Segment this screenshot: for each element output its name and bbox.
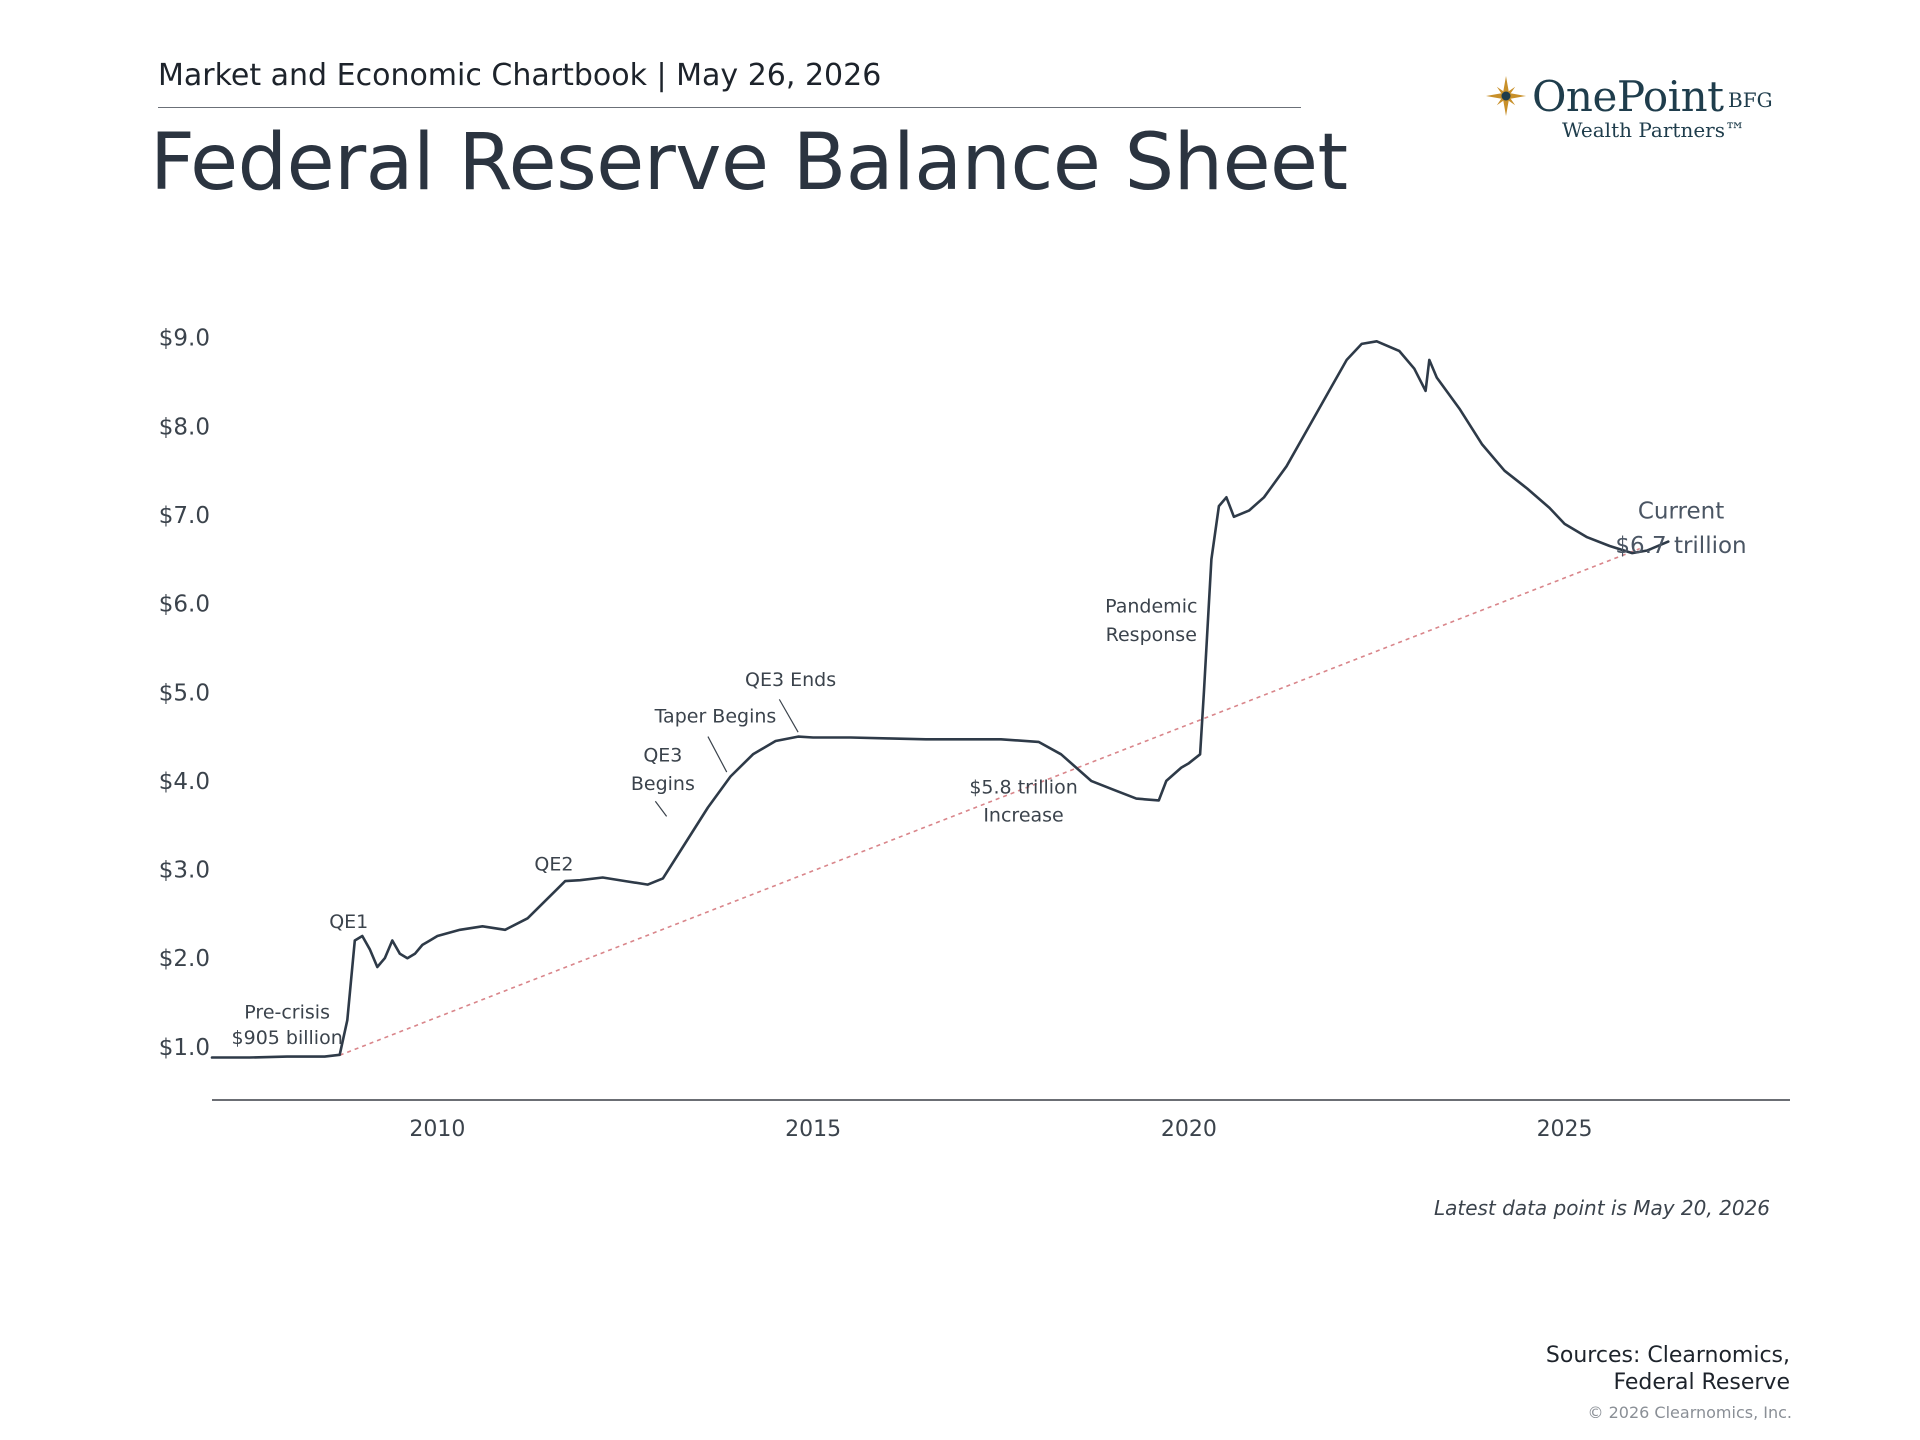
taper-begins-leader: [707, 736, 728, 773]
annotation-label: Pre-crisis: [244, 1001, 330, 1023]
annotation-label: Response: [1106, 624, 1197, 646]
logo-tagline: Wealth Partners™: [1562, 118, 1745, 142]
y-tick-label: $5.0: [159, 680, 210, 706]
y-tick-label: $1.0: [159, 1035, 210, 1061]
annotation-label: Taper Begins: [654, 705, 777, 727]
chartbook-header: Market and Economic Chartbook | May 26, …: [158, 58, 882, 93]
annotation-label: Begins: [631, 773, 695, 795]
y-tick-label: $3.0: [159, 858, 210, 884]
y-tick-label: $9.0: [159, 326, 210, 352]
annotation-label: QE2: [534, 853, 573, 875]
star-icon: [1486, 76, 1526, 116]
annotation-label: QE3: [643, 744, 682, 766]
y-tick-label: $6.0: [159, 592, 210, 618]
annotation-label: QE1: [329, 911, 368, 933]
header-divider: [158, 107, 1301, 108]
qe3-ends-leader: [778, 699, 799, 733]
onepoint-logo: OnePoint BFG Wealth Partners™: [1484, 70, 1784, 150]
y-tick-label: $8.0: [159, 414, 210, 440]
x-tick-label: 2020: [1161, 1117, 1217, 1142]
annotation-label: $6.7 trillion: [1615, 533, 1746, 559]
sources-line-2: Federal Reserve: [1613, 1370, 1790, 1395]
balance-sheet-line: [210, 340, 1670, 1059]
logo-wordmark: OnePoint: [1532, 72, 1724, 121]
y-tick-label: $4.0: [159, 769, 210, 795]
annotation-label: Pandemic: [1105, 596, 1197, 618]
x-tick-label: 2015: [785, 1117, 841, 1142]
logo-suffix: BFG: [1728, 88, 1773, 112]
x-tick-label: 2025: [1537, 1117, 1593, 1142]
y-tick-label: $7.0: [159, 503, 210, 529]
annotation-label: Increase: [983, 805, 1063, 827]
annotation-label: $5.8 trillion: [969, 776, 1077, 798]
copyright: © 2026 Clearnomics, Inc.: [1587, 1403, 1792, 1422]
increase-trend-line: [339, 547, 1641, 1056]
page-title: Federal Reserve Balance Sheet: [150, 118, 1348, 208]
annotation-label: Current: [1638, 499, 1724, 525]
x-tick-label: 2010: [409, 1117, 465, 1142]
latest-data-note: Latest data point is May 20, 2026: [1433, 1196, 1770, 1220]
sources: Sources: Clearnomics, Federal Reserve: [1546, 1342, 1790, 1396]
annotation-label: QE3 Ends: [745, 669, 836, 691]
annotation-label: $905 billion: [232, 1027, 343, 1049]
y-tick-label: $2.0: [159, 946, 210, 972]
sources-line-1: Sources: Clearnomics,: [1545, 1343, 1790, 1368]
qe3-begins-leader: [654, 800, 668, 817]
